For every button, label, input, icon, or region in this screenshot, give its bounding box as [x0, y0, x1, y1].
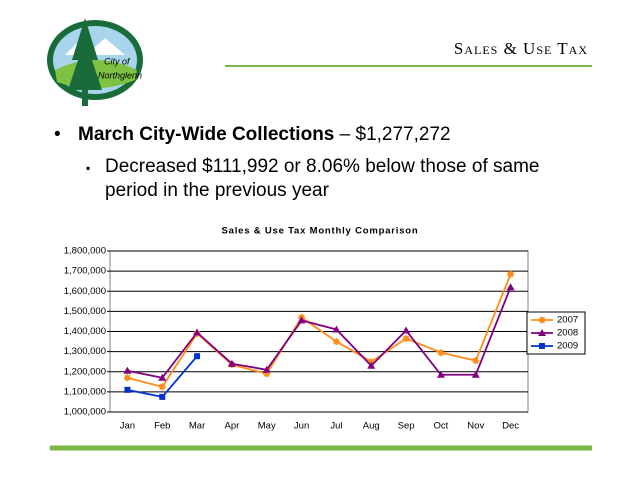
marker	[538, 329, 546, 336]
legend-label: 2008	[557, 328, 578, 339]
x-tick-label: Jun	[294, 421, 309, 432]
x-tick-label: May	[258, 421, 276, 432]
slide-title: Sales & Use Tax	[454, 39, 588, 58]
marker	[262, 365, 271, 373]
x-tick-label: Jan	[120, 421, 135, 432]
chart-title: Sales & Use Tax Monthly Comparison	[221, 226, 418, 237]
marker	[159, 393, 166, 400]
logo-tree	[68, 18, 102, 106]
y-tick-label: 1,300,000	[64, 346, 106, 357]
marker	[437, 349, 445, 357]
logo-text: City of	[104, 56, 131, 66]
legend-label: 2009	[557, 341, 578, 352]
x-tick-label: Aug	[363, 421, 380, 432]
y-tick-label: 1,600,000	[64, 286, 106, 297]
bullet-bold: March City-Wide Collections	[78, 124, 335, 145]
x-tick-label: Mar	[189, 421, 205, 432]
marker	[227, 359, 236, 367]
x-tick-label: Feb	[154, 421, 170, 432]
marker	[471, 370, 480, 378]
marker	[123, 366, 132, 374]
series-line	[127, 273, 512, 388]
series-line	[127, 286, 512, 379]
marker	[158, 383, 166, 391]
marker	[538, 316, 546, 324]
marker	[507, 270, 515, 278]
y-tick-label: 1,200,000	[64, 366, 106, 377]
x-tick-label: Sep	[398, 421, 415, 432]
marker	[402, 326, 411, 334]
bullet-dot: •	[54, 124, 61, 145]
y-tick-label: 1,700,000	[64, 266, 106, 277]
marker	[123, 374, 131, 382]
marker	[367, 361, 376, 369]
marker	[332, 325, 341, 333]
y-tick-label: 1,800,000	[64, 246, 106, 257]
marker	[539, 343, 545, 349]
y-tick-label: 1,100,000	[64, 386, 106, 397]
marker	[472, 357, 480, 365]
marker	[263, 370, 271, 378]
logo: City of Northglenn	[47, 18, 143, 106]
marker	[332, 338, 340, 346]
marker	[124, 386, 131, 393]
bullet-main: March City-Wide Collections – $1,277,272	[78, 123, 598, 147]
marker	[297, 316, 306, 324]
sub-bullet: Decreased $111,992 or 8.06% below those …	[105, 156, 540, 201]
sub-bullet-dot: ▪	[86, 161, 91, 175]
marker	[158, 373, 167, 381]
x-tick-label: Apr	[225, 421, 240, 432]
x-tick-label: Oct	[434, 421, 449, 432]
bullet-rest: – $1,277,272	[339, 124, 451, 145]
marker	[193, 328, 202, 336]
y-tick-label: 1,500,000	[64, 306, 106, 317]
x-tick-label: Jul	[330, 421, 342, 432]
legend-label: 2007	[557, 315, 578, 326]
marker	[402, 335, 410, 343]
marker	[194, 353, 201, 360]
x-tick-label: Dec	[502, 421, 519, 432]
marker	[506, 283, 515, 291]
marker	[436, 370, 445, 378]
logo-text: Northglenn	[98, 70, 142, 80]
y-tick-label: 1,000,000	[64, 407, 106, 418]
y-tick-label: 1,400,000	[64, 326, 106, 337]
marker	[367, 358, 375, 366]
x-tick-label: Nov	[467, 421, 484, 432]
